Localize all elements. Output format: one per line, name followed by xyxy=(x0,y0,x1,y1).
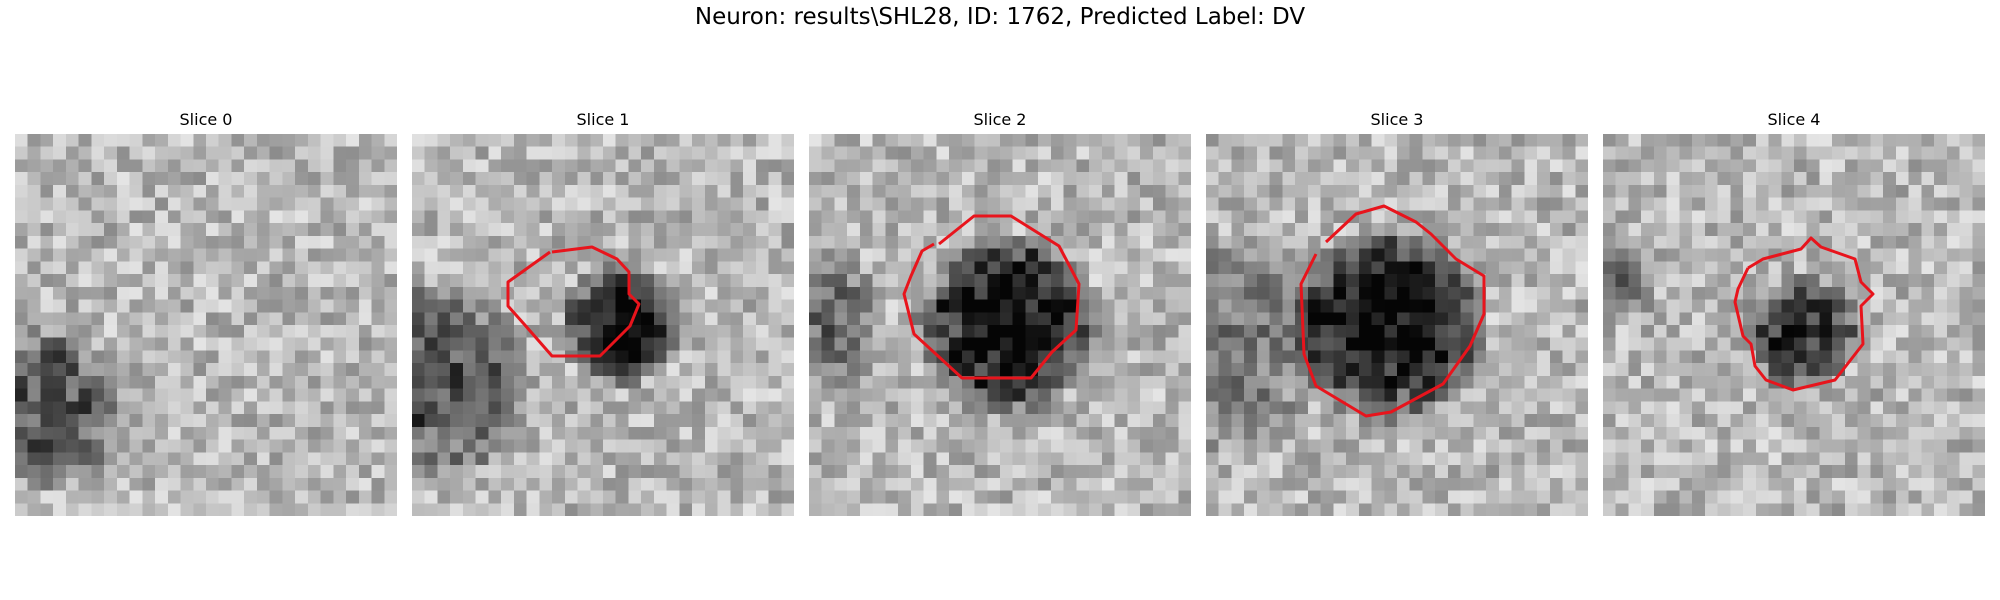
slice-image-3 xyxy=(1206,134,1588,516)
slice-image-1 xyxy=(412,134,794,516)
slice-title-3: Slice 3 xyxy=(1370,110,1424,129)
slice-image-2 xyxy=(809,134,1191,516)
figure-title: Neuron: results\SHL28, ID: 1762, Predict… xyxy=(694,4,1306,30)
slice-title-0: Slice 0 xyxy=(179,110,233,129)
slice-title-1: Slice 1 xyxy=(576,110,630,129)
slice-image-4 xyxy=(1603,134,1985,516)
cell-contour-3 xyxy=(1299,204,1486,418)
cell-contour-1 xyxy=(506,245,641,358)
slice-title-2: Slice 2 xyxy=(973,110,1027,129)
slice-title-4: Slice 4 xyxy=(1767,110,1821,129)
cell-contour-4 xyxy=(1733,236,1875,392)
cell-contour-2 xyxy=(902,214,1081,380)
slice-image-0 xyxy=(15,134,397,516)
